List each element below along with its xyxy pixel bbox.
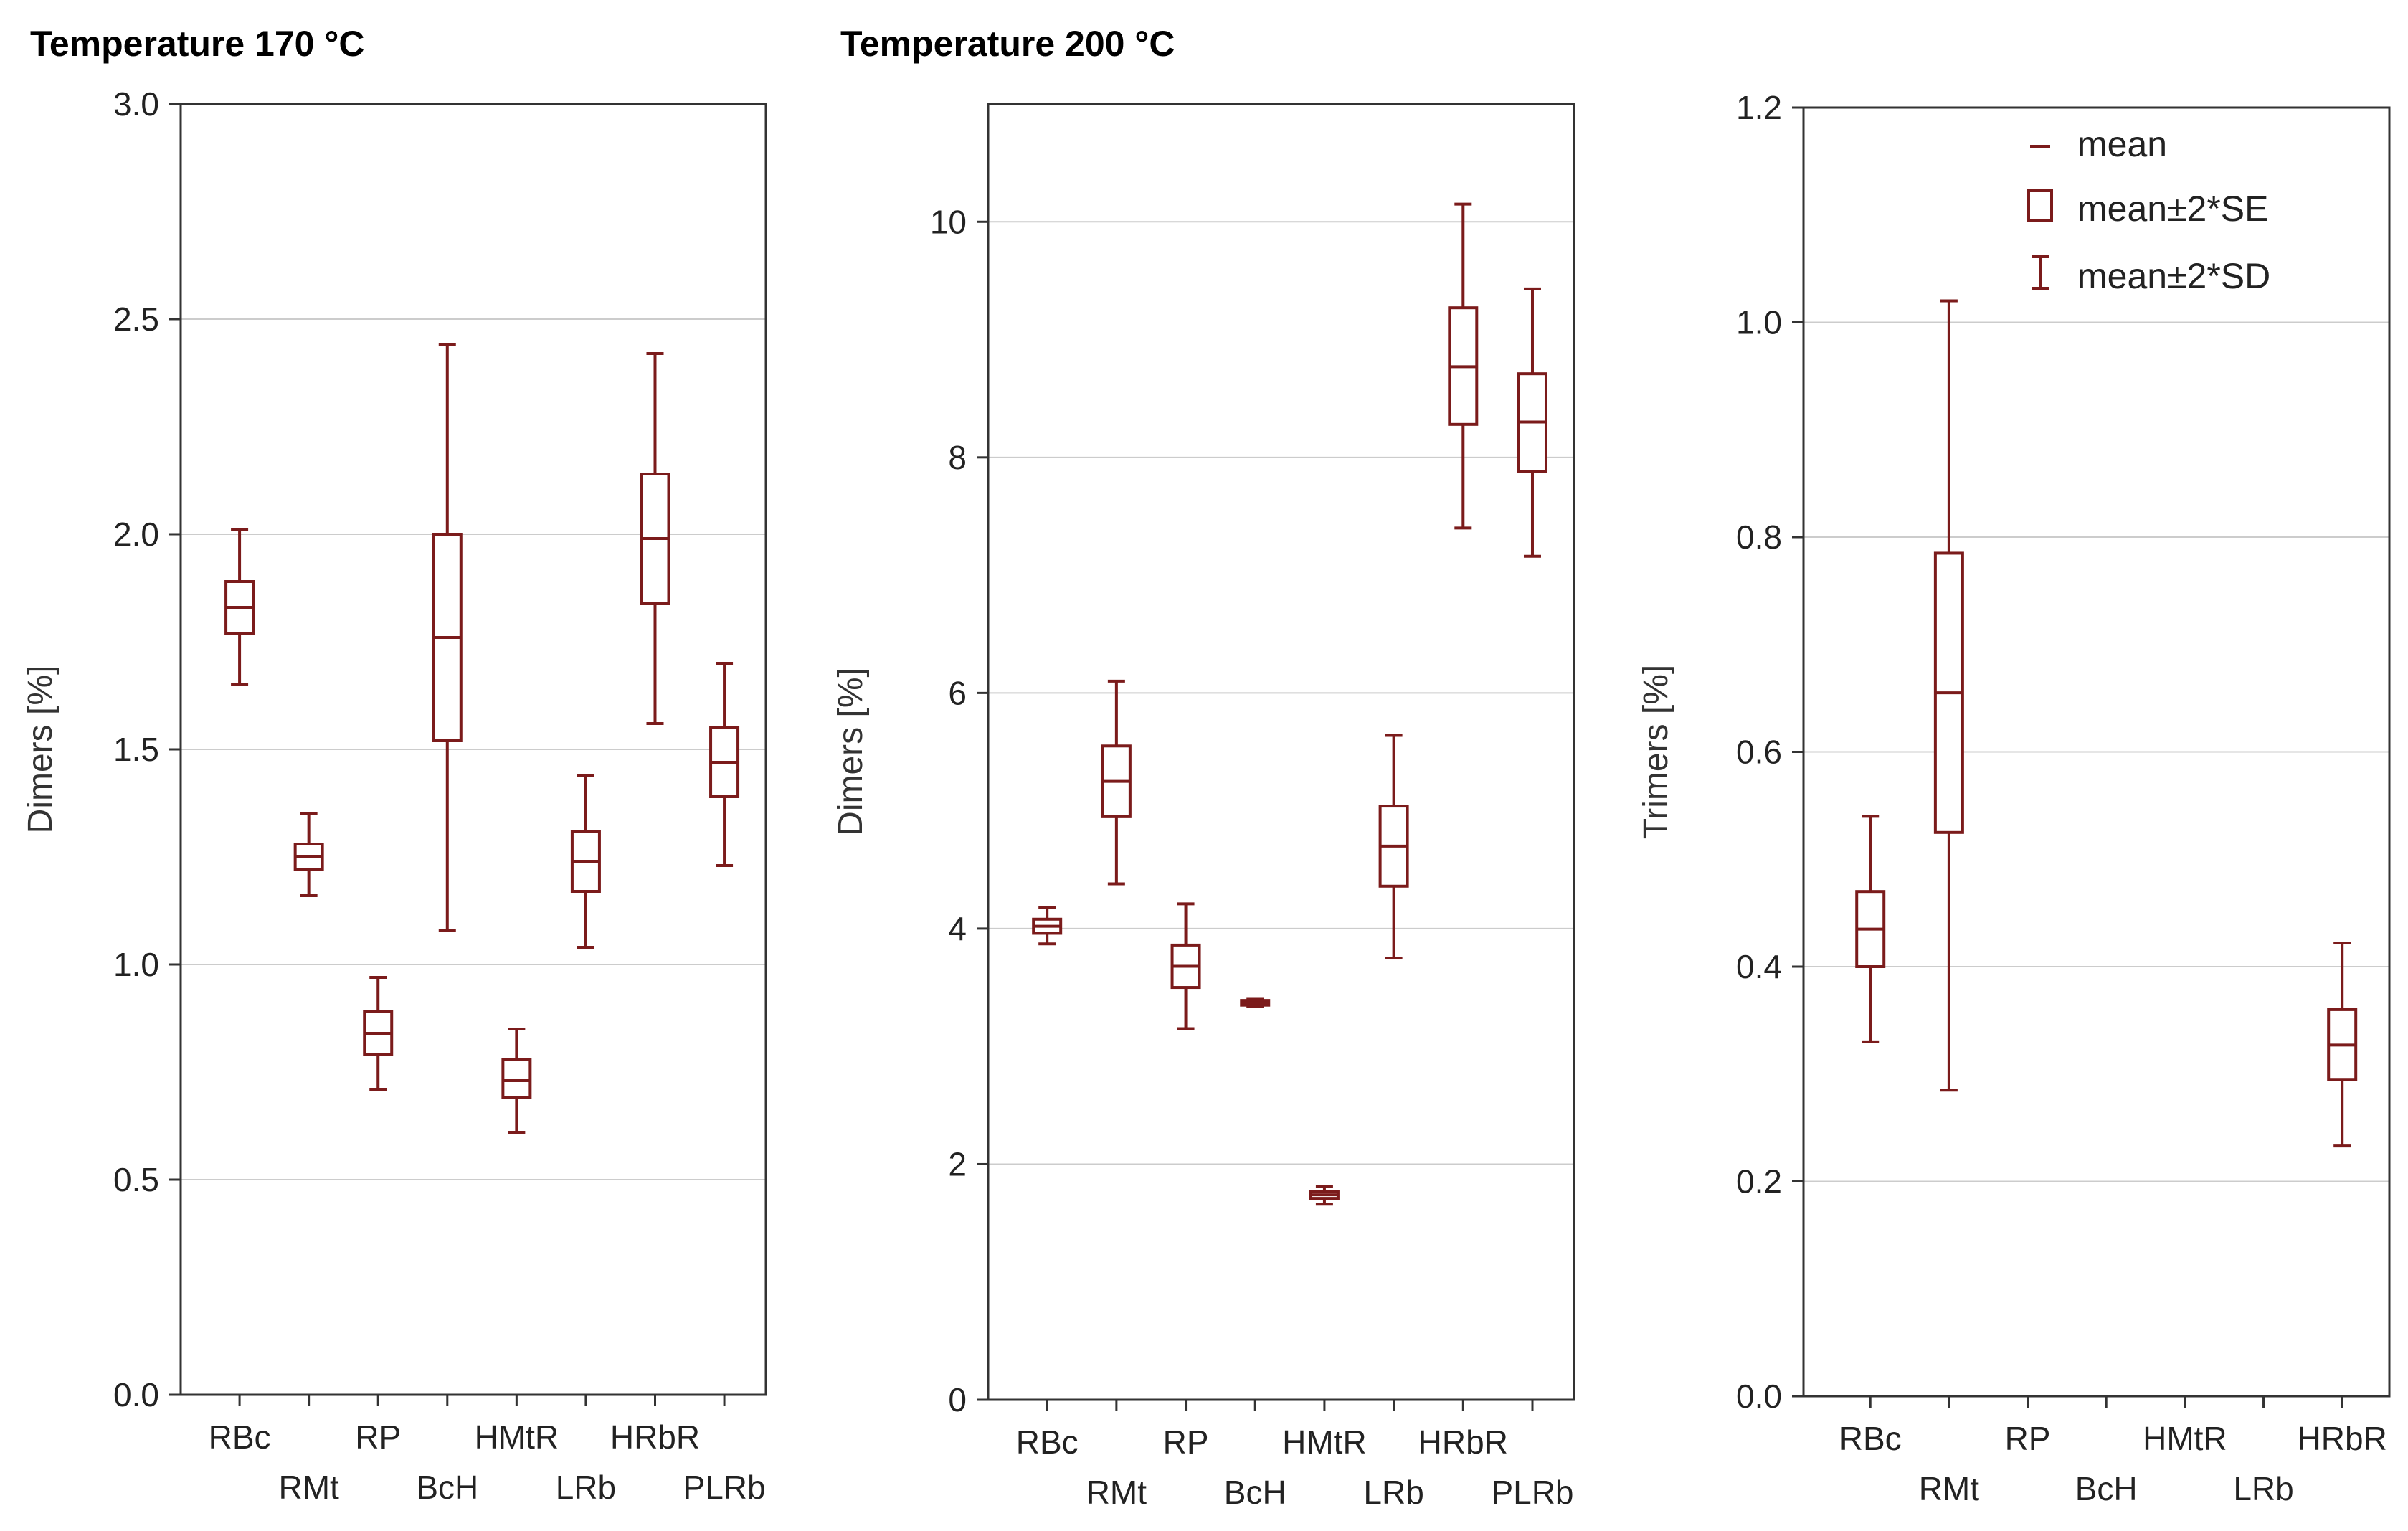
box-HRbR [2327,942,2358,1148]
y-tick-label: 0.5 [113,1161,159,1198]
box-RMt [1101,679,1132,886]
box-BcH [1240,997,1271,1008]
category-label-LRb: LRb [556,1469,616,1506]
y-tick-label: 0.0 [1736,1378,1782,1415]
category-label-PLRb: PLRb [1491,1474,1573,1511]
y-tick-label: 0 [948,1381,967,1418]
y-tick-label: 6 [948,674,967,711]
legend-se-symbol [2027,189,2053,222]
y-tick-label: 8 [948,439,967,476]
y-tick-label: 0.2 [1736,1163,1782,1200]
box-RMt [293,812,324,897]
y-tick-label: 2 [948,1145,967,1182]
category-label-HMtR: HMtR [1282,1423,1367,1461]
category-label-BcH: BcH [2075,1470,2138,1507]
y-axis-label: Dimers [%] [22,665,60,834]
y-tick-label: 1.2 [1736,89,1782,126]
category-label-HRbR: HRbR [1418,1423,1508,1461]
legend-sd-label: mean±2*SD [2077,256,2270,296]
plot-frame [987,103,1575,1401]
panel-title: Temperature 200 °C [840,24,1175,64]
y-tick-label: 3.0 [113,85,159,123]
category-label-RMt: RMt [1086,1474,1147,1511]
y-tick-label: 2.0 [113,516,159,553]
category-label-BcH: BcH [1224,1474,1286,1511]
y-tick-label: 0.0 [113,1376,159,1413]
box-HMtR [1309,1185,1340,1206]
category-label-BcH: BcH [416,1469,478,1506]
box-HRbR [1448,202,1479,530]
category-label-HRbR: HRbR [610,1418,700,1456]
y-tick-label: 2.5 [113,300,159,338]
legend-se-label: mean±2*SE [2077,189,2268,229]
y-tick-label: 0.6 [1736,734,1782,771]
box-RBc [1032,906,1063,946]
category-label-HMtR: HMtR [2143,1420,2227,1457]
category-label-HMtR: HMtR [475,1418,559,1456]
box-PLRb [709,662,740,867]
box-RP [1170,902,1201,1030]
box-PLRb [1517,287,1547,558]
y-tick-label: 1.5 [113,731,159,768]
box-HMtR [501,1028,532,1134]
box-RBc [224,528,255,686]
category-label-RMt: RMt [1919,1470,1980,1507]
box-RBc [1855,815,1886,1043]
box-RP [363,976,394,1091]
se-box [501,1058,532,1099]
category-label-RP: RP [1163,1423,1209,1461]
category-label-RBc: RBc [1016,1423,1079,1461]
panel-title: Temperature 170 °C [30,24,364,64]
category-label-HRbR: HRbR [2298,1420,2387,1457]
y-tick-label: 4 [948,910,967,947]
panel-3: 0.0 0.2 0.4 0.6 0.8 1.0 1.2 RBc RMt RP BcHHMtRLRbH… [1637,89,2391,1507]
category-label-RP: RP [2005,1420,2051,1457]
legend-mean-label: mean [2077,124,2167,164]
chart-panels: 0.00.51.01.52.02.53.0RBcRMtRPBcHHMtRLRbH… [22,24,2391,1511]
category-label-RBc: RBc [209,1418,271,1456]
box-LRb [1378,734,1409,959]
y-axis-label: Trimers [%] [1637,665,1675,840]
box-BcH [432,343,463,932]
y-tick-label: 1.0 [113,946,159,983]
category-label-RP: RP [355,1418,401,1456]
category-label-RBc: RBc [1839,1420,1902,1457]
box-HRbR [640,352,670,725]
category-label-LRb: LRb [2233,1470,2293,1507]
box-LRb [570,774,601,949]
y-tick-label: 0.4 [1736,948,1782,985]
box-RMt [1933,299,1964,1092]
legend: mean mean±2*SE mean±2*SD [2027,124,2270,296]
y-axis-label: Dimers [%] [832,668,870,836]
y-tick-label: 10 [930,203,967,240]
category-label-RMt: RMt [278,1469,339,1506]
category-label-PLRb: PLRb [683,1469,766,1506]
y-tick-label: 0.8 [1736,518,1782,556]
y-tick-label: 1.0 [1736,304,1782,341]
category-label-LRb: LRb [1363,1474,1423,1511]
